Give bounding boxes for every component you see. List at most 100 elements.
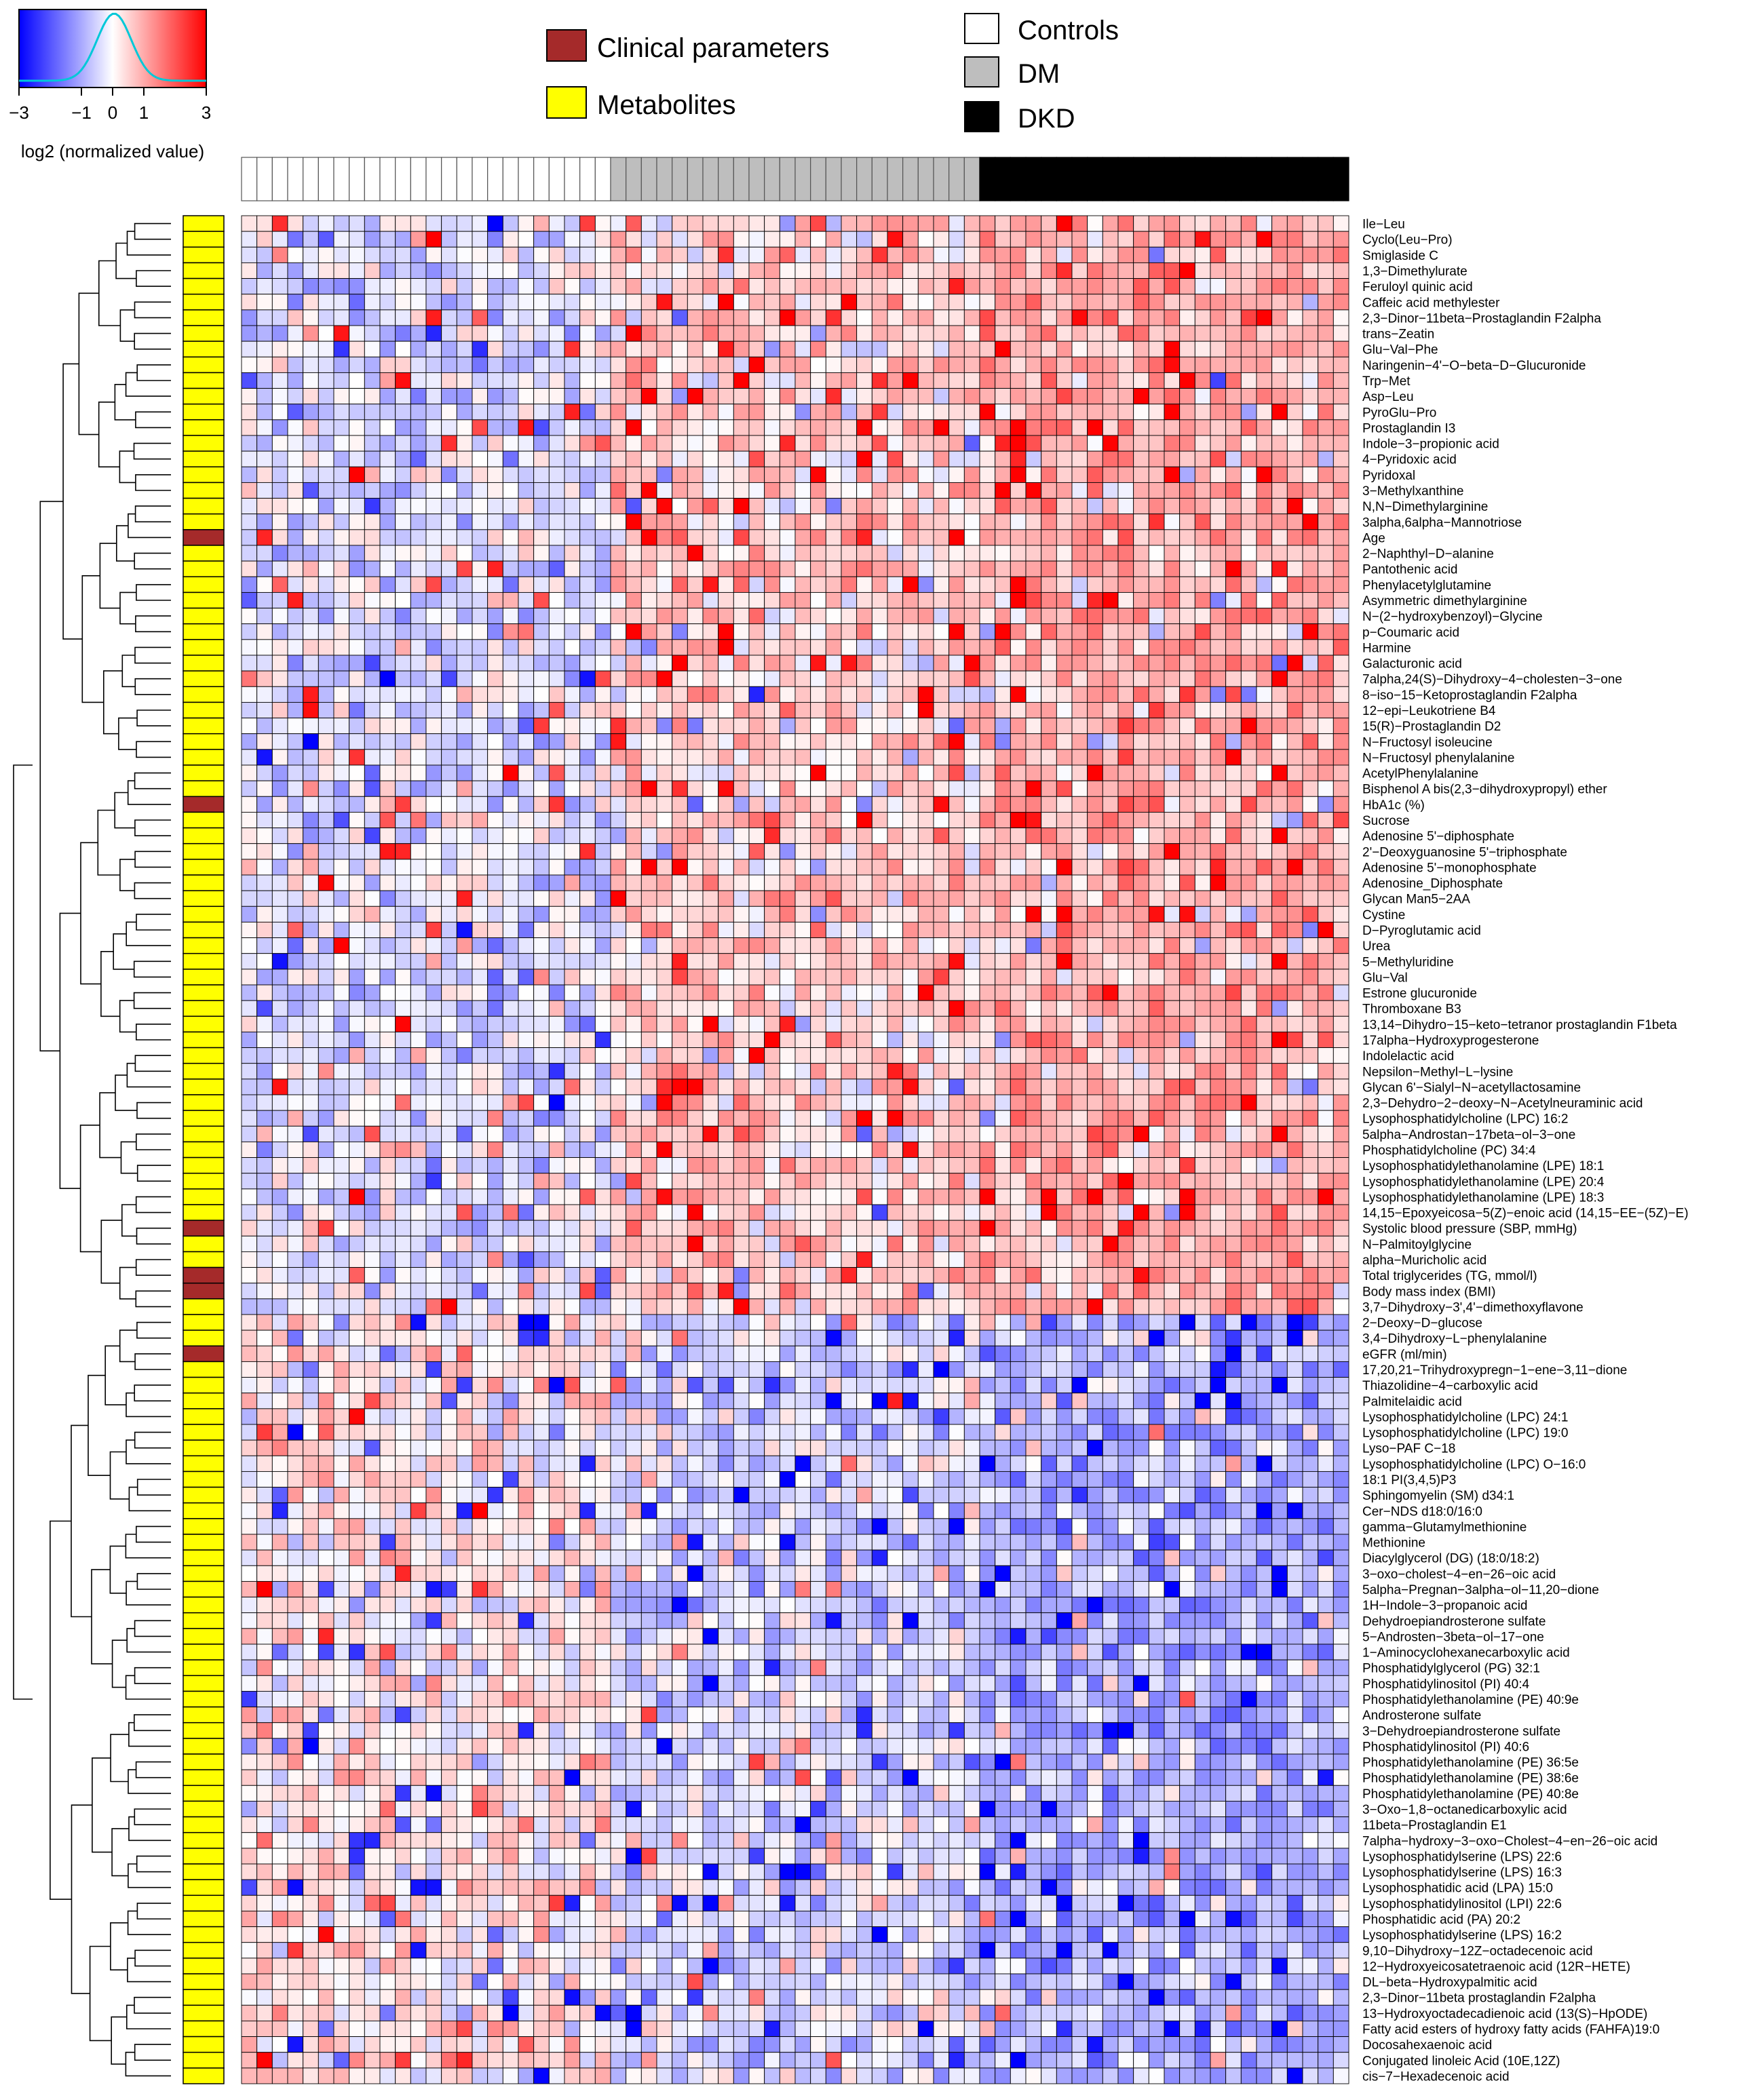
heatmap-cell	[1332, 450, 1349, 467]
heatmap-cell	[1271, 231, 1288, 248]
row-type-cell-metabolite	[183, 921, 225, 939]
heatmap-cell	[1286, 356, 1303, 373]
heatmap-cell	[287, 1125, 304, 1142]
heatmap-cell	[963, 670, 980, 687]
heatmap-cell	[672, 341, 688, 357]
heatmap-cell	[748, 388, 765, 405]
heatmap-cell	[702, 498, 719, 515]
heatmap-cell	[594, 1204, 611, 1221]
row-type-cell-metabolite	[183, 387, 225, 405]
heatmap-cell	[395, 372, 411, 389]
heatmap-cell	[1133, 1031, 1149, 1049]
heatmap-cell	[887, 591, 904, 609]
heatmap-cell	[841, 466, 858, 483]
heatmap-cell	[533, 953, 550, 970]
heatmap-cell	[379, 686, 396, 703]
row-type-cell-metabolite	[183, 1392, 225, 1409]
heatmap-cell	[825, 780, 842, 797]
heatmap-cell	[871, 215, 888, 232]
heatmap-cell	[610, 450, 627, 467]
heatmap-cell	[1010, 1110, 1027, 1127]
heatmap-cell	[902, 608, 919, 625]
heatmap-cell	[841, 498, 858, 515]
heatmap-cell	[856, 623, 873, 640]
heatmap-cell	[979, 372, 996, 389]
heatmap-cell	[241, 576, 258, 593]
heatmap-cell	[979, 969, 996, 986]
heatmap-cell	[518, 670, 535, 687]
heatmap-cell	[1010, 498, 1027, 515]
heatmap-cell	[948, 984, 965, 1001]
heatmap-cell	[917, 341, 934, 357]
heatmap-cell	[456, 372, 473, 389]
heatmap-cell	[564, 278, 581, 295]
heatmap-cell	[564, 670, 581, 687]
heatmap-cell	[933, 733, 950, 750]
heatmap-cell	[1148, 1094, 1165, 1111]
heatmap-cell	[1133, 796, 1149, 813]
heatmap-cell	[718, 325, 734, 342]
heatmap-cell	[333, 1125, 350, 1142]
heatmap-cell	[1071, 859, 1088, 876]
heatmap-cell	[1087, 890, 1103, 907]
heatmap-cell	[933, 1078, 950, 1095]
heatmap-cell	[871, 513, 888, 530]
heatmap-cell	[1056, 341, 1073, 357]
heatmap-cell	[1271, 215, 1288, 232]
heatmap-cell	[487, 921, 503, 939]
heatmap-cell	[871, 1063, 888, 1080]
heatmap-cell	[640, 1157, 657, 1174]
heatmap-cell	[887, 325, 904, 342]
heatmap-cell	[518, 1000, 535, 1017]
heatmap-cell	[456, 498, 473, 515]
heatmap-cell	[979, 639, 996, 656]
heatmap-cell	[917, 623, 934, 640]
heatmap-cell	[425, 969, 442, 986]
heatmap-cell	[640, 701, 657, 719]
heatmap-cell	[548, 435, 565, 452]
heatmap-cell	[1071, 828, 1088, 844]
heatmap-cell	[871, 482, 888, 499]
heatmap-cell	[1025, 1173, 1042, 1190]
heatmap-cell	[287, 701, 304, 719]
heatmap-cell	[1148, 1173, 1165, 1190]
heatmap-cell	[995, 1000, 1011, 1017]
heatmap-cell	[841, 670, 858, 687]
heatmap-cell	[656, 1204, 673, 1221]
heatmap-cell	[318, 1188, 334, 1205]
heatmap-cell	[626, 372, 642, 389]
heatmap-cell	[487, 529, 503, 546]
heatmap-cell	[256, 278, 273, 295]
heatmap-cell	[841, 1015, 858, 1032]
heatmap-cell	[610, 953, 627, 970]
heatmap-cell	[456, 215, 473, 232]
heatmap-cell	[487, 608, 503, 625]
heatmap-cell	[856, 828, 873, 844]
heatmap-cell	[963, 246, 980, 263]
heatmap-cell	[1133, 890, 1149, 907]
heatmap-cell	[963, 356, 980, 373]
heatmap-cell	[379, 1204, 396, 1221]
heatmap-cell	[1117, 325, 1134, 342]
heatmap-cell	[487, 1047, 503, 1064]
heatmap-cell	[1102, 686, 1119, 703]
heatmap-cell	[1041, 874, 1057, 891]
heatmap-cell	[1225, 309, 1242, 326]
heatmap-cell	[933, 1031, 950, 1049]
heatmap-cell	[841, 1094, 858, 1111]
heatmap-cell	[271, 1173, 288, 1190]
heatmap-cell	[1256, 874, 1273, 891]
heatmap-cell	[841, 764, 858, 781]
heatmap-cell	[1041, 560, 1057, 577]
heatmap-cell	[564, 859, 581, 876]
heatmap-cell	[1056, 953, 1073, 970]
heatmap-cell	[472, 1173, 488, 1190]
group-bar-cell-dm	[656, 157, 673, 201]
heatmap-cell	[979, 1173, 996, 1190]
heatmap-cell	[672, 1000, 688, 1017]
heatmap-cell	[1056, 1204, 1073, 1221]
heatmap-cell	[579, 356, 596, 373]
heatmap-cell	[810, 969, 826, 986]
heatmap-cell	[856, 591, 873, 609]
heatmap-cell	[794, 1220, 811, 1237]
